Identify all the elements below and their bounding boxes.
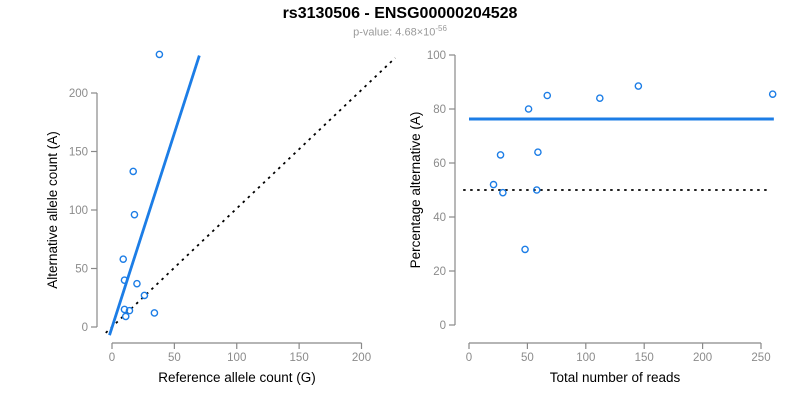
identity-line <box>105 57 396 334</box>
data-point <box>496 151 505 159</box>
data-point <box>768 90 777 98</box>
pvalue-mantissa: 4.68×10 <box>395 26 436 39</box>
data-point <box>130 210 139 219</box>
data-point <box>125 306 134 315</box>
pvalue-exponent: -56 <box>435 24 447 33</box>
y-tick-label: 40 <box>433 212 446 224</box>
y-tick-label: 100 <box>427 50 446 62</box>
y-tick-label: 80 <box>433 104 446 116</box>
x-tick-label: 0 <box>466 352 472 364</box>
right-scatter-plot: 0 50 100 150 200 250 0 20 40 60 80 100 <box>427 50 777 364</box>
y-tick-label: 60 <box>433 158 446 170</box>
x-tick-label: 0 <box>109 352 115 364</box>
x-tick-label: 50 <box>168 352 181 364</box>
left-x-axis-label: Reference allele count (G) <box>158 370 316 385</box>
y-tick-label: 200 <box>69 88 88 100</box>
x-tick-label: 250 <box>751 352 770 364</box>
figure-title: rs3130506 - ENSG00000204528 <box>282 5 518 22</box>
data-point <box>120 276 129 285</box>
data-point <box>120 305 129 314</box>
x-tick-label: 150 <box>635 352 654 364</box>
y-tick-label: 50 <box>75 264 88 276</box>
figure-subtitle: p-value: 4.68×10-56 <box>0 24 800 39</box>
x-tick-label: 100 <box>576 352 595 364</box>
data-point <box>155 50 164 59</box>
y-tick-label: 150 <box>69 147 88 159</box>
data-point <box>140 291 149 300</box>
data-point <box>543 91 552 100</box>
data-point <box>499 188 507 197</box>
pvalue-label: p-value: <box>353 26 396 39</box>
data-point <box>521 245 529 254</box>
right-x-axis-label: Total number of reads <box>550 370 681 385</box>
y-tick-label: 0 <box>82 322 88 334</box>
x-tick-label: 50 <box>521 352 534 364</box>
x-tick-label: 200 <box>693 352 712 364</box>
left-y-axis-label: Alternative allele count (A) <box>45 131 60 289</box>
data-point <box>524 105 533 113</box>
data-point <box>532 186 541 194</box>
x-tick-label: 100 <box>227 352 246 364</box>
data-point <box>150 309 159 317</box>
data-point <box>634 82 643 90</box>
left-scatter-plot: 0 50 100 150 200 0 50 100 150 200 <box>69 50 396 364</box>
x-tick-label: 150 <box>290 352 309 364</box>
data-point <box>489 180 498 189</box>
data-point <box>596 94 604 102</box>
right-y-axis-label: Percentage alternative (A) <box>408 112 423 269</box>
data-point <box>133 279 141 288</box>
data-point <box>121 312 130 321</box>
data-point <box>534 148 542 156</box>
y-tick-label: 100 <box>69 205 88 217</box>
y-tick-label: 20 <box>433 266 446 278</box>
data-point <box>129 167 138 176</box>
fit-line <box>108 55 201 336</box>
x-tick-label: 200 <box>352 352 371 364</box>
y-tick-label: 0 <box>440 320 446 332</box>
data-point <box>119 255 128 263</box>
